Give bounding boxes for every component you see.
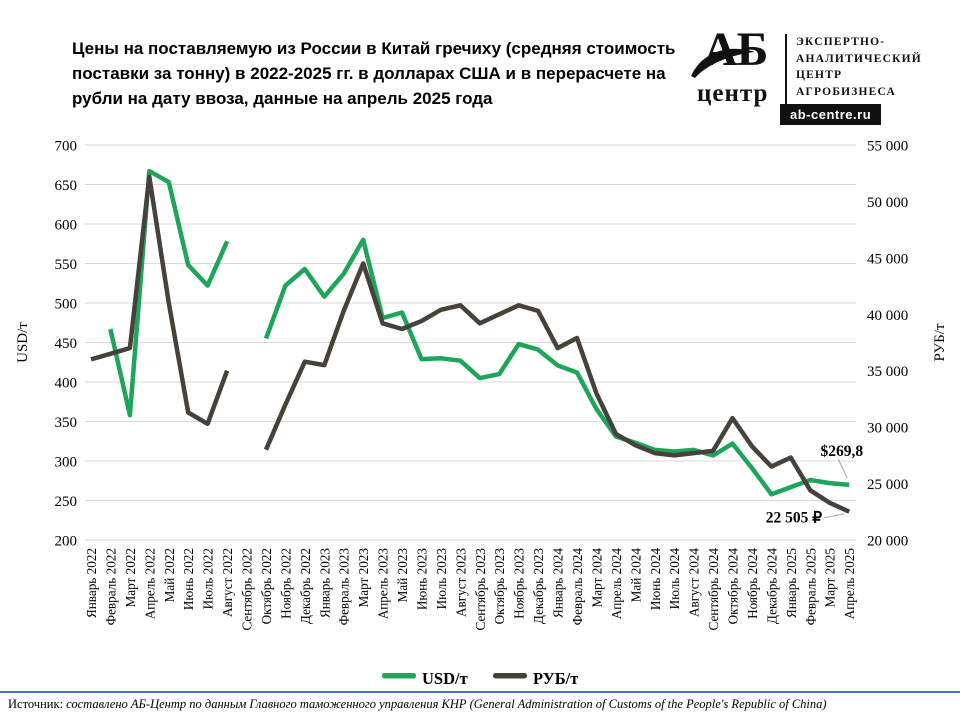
- x-axis-tick-label: Август 2022: [220, 548, 235, 617]
- x-axis-tick-label: Июль 2023: [434, 548, 449, 610]
- legend-label-usd-line: USD/т: [422, 669, 468, 688]
- x-axis-tick-label: Май 2022: [162, 548, 177, 602]
- y-axis-right-tick-label: 40 000: [867, 308, 908, 324]
- source-label: Источник:: [8, 697, 64, 711]
- x-axis-tick-label: Апрель 2024: [609, 548, 624, 620]
- x-axis-tick-label: Декабрь 2024: [764, 548, 779, 624]
- price-chart: 200 250 300 350 400 450 500 550 600 650 700 20 000 2…: [15, 139, 948, 689]
- annotation-leader-line: [837, 458, 848, 479]
- source-footer: Источник: составлено АБ-Центр по данным …: [0, 691, 960, 712]
- x-axis-tick-label: Январь 2024: [551, 548, 566, 618]
- logo-divider: [785, 34, 787, 108]
- x-axis-tick-label: Апрель 2022: [142, 548, 157, 619]
- x-axis-tick-label: Май 2023: [395, 548, 410, 603]
- x-axis-tick-label: Август 2024: [687, 548, 702, 617]
- x-axis-tick-label: Апрель 2023: [376, 548, 391, 620]
- x-axis-tick-label: Октябрь 2023: [492, 548, 507, 625]
- x-axis-tick-label: Октябрь 2022: [259, 548, 274, 624]
- x-axis-tick-label: Январь 2023: [317, 548, 332, 618]
- x-axis-tick-label: Ноябрь 2024: [745, 548, 760, 619]
- x-axis-tick-label: Январь 2025: [784, 548, 799, 618]
- rub-line: [90, 174, 851, 514]
- y-axis-right-tick-label: 20 000: [867, 534, 908, 550]
- y-axis-left-tick-label: 300: [55, 455, 78, 471]
- x-axis-tick-label: Сентябрь 2022: [240, 548, 255, 631]
- x-axis-tick-label: Май 2024: [628, 548, 643, 603]
- y-axis-right-tick-label: 50 000: [867, 195, 908, 211]
- x-axis-tick-label: Июль 2024: [667, 548, 682, 610]
- annotation-value-usd-line: $269,8: [821, 443, 864, 460]
- x-axis-tick-label: Март 2025: [823, 548, 838, 608]
- y-axis-left-tick-label: 500: [55, 297, 78, 313]
- x-axis-tick-label: Февраль 2022: [103, 548, 118, 625]
- y-axis-left-tick-label: 700: [55, 139, 78, 155]
- y-axis-left-tick-label: 600: [55, 218, 78, 234]
- x-axis-tick-label: Ноябрь 2022: [278, 548, 293, 619]
- y-axis-left-tick-label: 250: [55, 494, 78, 510]
- logo-site-badge: ab-centre.ru: [780, 104, 882, 125]
- right-axis-title: РУБ/т: [932, 323, 948, 361]
- x-axis-tick-label: Март 2023: [356, 548, 371, 608]
- legend-swatch-rub-line: [493, 673, 527, 679]
- y-axis-left-tick-label: 400: [55, 376, 78, 392]
- x-axis-tick-label: Июнь 2023: [414, 548, 429, 611]
- y-axis-left-tick-label: 650: [55, 178, 78, 194]
- usd-line: [108, 168, 850, 497]
- x-axis-tick-label: Февраль 2025: [803, 548, 818, 626]
- y-axis-right-tick-label: 55 000: [867, 139, 908, 155]
- x-axis-tick-label: Март 2024: [589, 548, 604, 608]
- y-axis-right-tick-label: 45 000: [867, 251, 908, 267]
- x-axis-tick-label: Июнь 2024: [648, 548, 663, 611]
- x-axis-tick-label: Январь 2022: [84, 548, 99, 618]
- y-axis-left-tick-label: 550: [55, 257, 78, 273]
- logo-abbr: АБ: [703, 23, 768, 76]
- legend-swatch-usd-line: [382, 673, 416, 679]
- x-axis-tick-label: Ноябрь 2023: [512, 548, 527, 619]
- y-axis-right-tick-label: 25 000: [867, 477, 908, 493]
- price-chart-svg: 200 250 300 350 400 450 500 550 600 650 700 20 000 2…: [15, 139, 948, 689]
- y-axis-right-tick-label: 35 000: [867, 364, 908, 380]
- x-axis-tick-label: Февраль 2023: [337, 548, 352, 626]
- x-axis-tick-label: Июнь 2022: [181, 548, 196, 610]
- y-axis-left-tick-label: 450: [55, 336, 78, 352]
- annotation-value-rub-line: 22 505 ₽: [766, 510, 823, 527]
- legend-label-rub-line: РУБ/т: [533, 669, 578, 688]
- annotation-leader-line: [824, 513, 845, 519]
- y-axis-left-tick-label: 200: [55, 534, 78, 550]
- x-axis-tick-label: Июль 2022: [201, 548, 216, 609]
- x-axis-tick-label: Февраль 2024: [570, 548, 585, 626]
- x-axis-tick-label: Декабрь 2023: [531, 548, 546, 624]
- source-text: составлено АБ-Центр по данным Главного т…: [66, 697, 827, 711]
- ab-centre-logo: АБ центр ЭКСПЕРТНО- АНАЛИТИЧЕСКИЙ ЦЕНТР …: [691, 23, 953, 130]
- x-axis-tick-label: Август 2023: [453, 548, 468, 617]
- y-axis-left-tick-label: 350: [55, 415, 78, 431]
- leaf-icon: [691, 48, 755, 78]
- y-axis-right-tick-label: 30 000: [867, 421, 908, 437]
- x-axis-tick-label: Октябрь 2024: [726, 548, 741, 625]
- logo-abbr-sub: центр: [697, 80, 769, 107]
- x-axis-tick-label: Сентябрь 2023: [473, 548, 488, 631]
- x-axis-tick-label: Декабрь 2022: [298, 548, 313, 624]
- left-axis-title: USD/т: [15, 322, 31, 363]
- x-axis-tick-label: Сентябрь 2024: [706, 548, 721, 631]
- x-axis-tick-label: Апрель 2025: [842, 548, 857, 620]
- logo-tagline: ЭКСПЕРТНО- АНАЛИТИЧЕСКИЙ ЦЕНТР АГРОБИЗНЕ…: [796, 36, 922, 98]
- x-axis-tick-label: Март 2022: [123, 548, 138, 607]
- chart-title: Цены на поставляемую из России в Китай г…: [72, 39, 676, 108]
